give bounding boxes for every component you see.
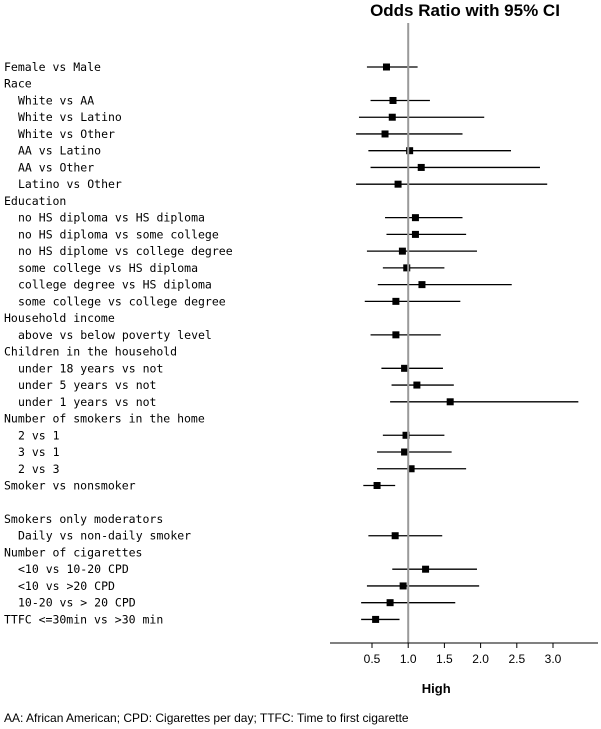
point-estimate (411, 230, 419, 238)
point-estimate (403, 264, 411, 272)
point-estimate (411, 214, 419, 222)
point-estimate (399, 582, 407, 590)
row-label: college degree vs HS diploma (18, 278, 212, 292)
point-estimate (388, 113, 396, 121)
x-axis-label: High (422, 681, 451, 696)
point-estimate (391, 532, 399, 540)
row-label: Number of cigarettes (4, 545, 142, 559)
x-axis-ticks: 0.5 1.0 1.5 2.0 2.5 3.0 (364, 643, 562, 666)
point-estimate (401, 364, 409, 372)
row-label: White vs AA (18, 93, 94, 107)
point-estimate (392, 297, 400, 305)
row-label: TTFC <=30min vs >30 min (4, 612, 163, 626)
row-label: White vs Latino (18, 110, 122, 124)
x-tick-label: 1.0 (400, 652, 417, 666)
row-label: Education (4, 194, 66, 208)
point-estimate (382, 63, 390, 71)
point-estimate (373, 482, 381, 489)
row-label: Number of smokers in the home (4, 412, 205, 426)
x-tick-label: 2.5 (508, 652, 525, 666)
point-estimate (407, 465, 415, 473)
point-estimate (401, 448, 409, 456)
point-estimate (381, 130, 389, 138)
row-label: some college vs HS diploma (18, 261, 198, 275)
point-estimate (446, 398, 454, 406)
row-label: under 5 years vs not (18, 378, 156, 392)
row-label: some college vs college degree (18, 294, 226, 308)
chart-title: Odds Ratio with 95% CI (370, 1, 560, 20)
row-label: <10 vs 10-20 CPD (18, 562, 129, 576)
row-label: under 18 years vs not (18, 361, 163, 375)
row-label: 3 vs 1 (18, 445, 60, 459)
row-label: Female vs Male (4, 60, 101, 74)
row-label: Smokers only moderators (4, 512, 163, 526)
point-estimate (392, 331, 400, 339)
row-label: 2 vs 3 (18, 462, 60, 476)
row-label: Children in the household (4, 345, 177, 359)
row-label: no HS diploma vs HS diploma (18, 211, 205, 225)
x-tick-label: 0.5 (364, 652, 381, 666)
point-estimate (422, 565, 430, 573)
point-estimate (418, 281, 426, 289)
row-label: no HS diploma vs some college (18, 227, 219, 241)
row-label: 2 vs 1 (18, 428, 60, 442)
row-label: Smoker vs nonsmoker (4, 479, 136, 493)
point-estimate (413, 381, 421, 389)
point-estimate (389, 96, 397, 104)
row-label: White vs Other (18, 127, 115, 141)
point-estimate (394, 180, 402, 188)
x-tick-label: 1.5 (436, 652, 453, 666)
row-label: under 1 years vs not (18, 395, 156, 409)
row-label: no HS diplome vs college degree (18, 244, 233, 258)
row-label: Household income (4, 311, 115, 325)
row-label: above vs below poverty level (18, 328, 212, 342)
point-estimate (406, 147, 414, 155)
row-label: 10-20 vs > 20 CPD (18, 596, 136, 610)
point-estimate (402, 431, 410, 439)
row-label: <10 vs >20 CPD (18, 579, 115, 593)
point-estimate (398, 247, 406, 255)
row-label: AA vs Latino (18, 144, 101, 158)
footnote: AA: African American; CPD: Cigarettes pe… (4, 711, 409, 725)
x-tick-label: 3.0 (545, 652, 562, 666)
point-estimate (417, 163, 425, 171)
row-label: Latino vs Other (18, 177, 122, 191)
point-estimate (372, 615, 380, 623)
rows-layer: Female vs Male Race White vs AA White vs La… (4, 60, 579, 626)
row-label: Race (4, 77, 32, 91)
x-tick-label: 2.0 (472, 652, 489, 666)
point-estimate (386, 599, 394, 607)
row-label: Daily vs non-daily smoker (18, 529, 191, 543)
row-label: AA vs Other (18, 160, 94, 174)
